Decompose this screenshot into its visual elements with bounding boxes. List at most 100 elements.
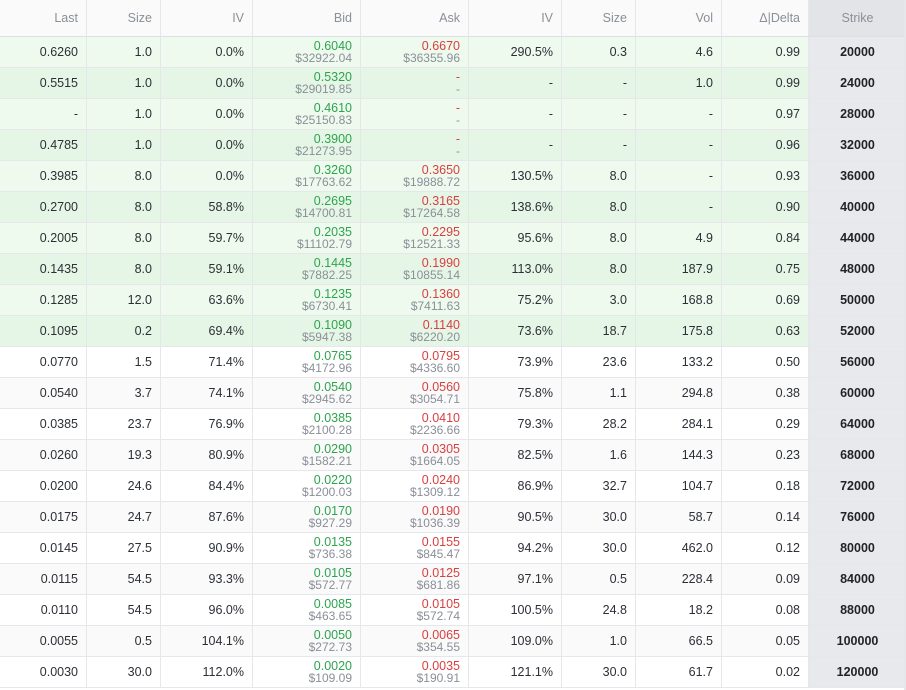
bid-cell[interactable]: 0.0290 $1582.21 (253, 440, 361, 470)
header-ask-iv[interactable]: IV (469, 0, 562, 36)
bid-price[interactable]: 0.5320 (313, 70, 352, 84)
header-bid-size[interactable]: Size (87, 0, 161, 36)
table-row[interactable]: 0.0200 24.6 84.4% 0.0220 $1200.03 0.0240 $1309… (0, 471, 906, 502)
bid-cell[interactable]: 0.3900 $21273.95 (253, 130, 361, 160)
ask-price[interactable]: 0.0240 (421, 473, 460, 487)
ask-cell[interactable]: 0.0155 $845.47 (361, 533, 469, 563)
table-row[interactable]: 0.6260 1.0 0.0% 0.6040 $32922.04 0.6670 $36355… (0, 37, 906, 68)
bid-price[interactable]: 0.1235 (313, 287, 352, 301)
table-row[interactable]: 0.1285 12.0 63.6% 0.1235 $6730.41 0.1360 $7411… (0, 285, 906, 316)
bid-price[interactable]: 0.0085 (313, 597, 352, 611)
ask-price[interactable]: - (455, 132, 460, 146)
header-bid[interactable]: Bid (253, 0, 361, 36)
ask-cell[interactable]: -- (361, 130, 469, 160)
ask-cell[interactable]: 0.0240 $1309.12 (361, 471, 469, 501)
ask-price[interactable]: 0.0190 (421, 504, 460, 518)
ask-cell[interactable]: 0.1360 $7411.63 (361, 285, 469, 315)
ask-cell[interactable]: 0.0105 $572.74 (361, 595, 469, 625)
bid-cell[interactable]: 0.1090 $5947.38 (253, 316, 361, 346)
ask-price[interactable]: 0.3165 (421, 194, 460, 208)
header-strike[interactable]: Strike (809, 0, 906, 36)
bid-cell[interactable]: 0.0540 $2945.62 (253, 378, 361, 408)
table-row[interactable]: 0.0145 27.5 90.9% 0.0135 $736.38 0.0155 $845.4… (0, 533, 906, 564)
bid-price[interactable]: 0.0765 (313, 349, 352, 363)
bid-price[interactable]: 0.2035 (313, 225, 352, 239)
table-row[interactable]: 0.3985 8.0 0.0% 0.3260 $17763.62 0.3650 $19888… (0, 161, 906, 192)
bid-cell[interactable]: 0.0220 $1200.03 (253, 471, 361, 501)
ask-cell[interactable]: 0.3650 $19888.72 (361, 161, 469, 191)
ask-price[interactable]: - (455, 101, 460, 115)
bid-price[interactable]: 0.0135 (313, 535, 352, 549)
ask-cell[interactable]: 0.2295 $12521.33 (361, 223, 469, 253)
table-row[interactable]: 0.0385 23.7 76.9% 0.0385 $2100.28 0.0410 $2236… (0, 409, 906, 440)
ask-cell[interactable]: 0.0125 $681.86 (361, 564, 469, 594)
header-last[interactable]: Last (0, 0, 87, 36)
table-row[interactable]: 0.4785 1.0 0.0% 0.3900 $21273.95- - - - -0.96 320… (0, 130, 906, 161)
ask-price[interactable]: 0.0560 (421, 380, 460, 394)
bid-cell[interactable]: 0.2035 $11102.79 (253, 223, 361, 253)
bid-cell[interactable]: 0.6040 $32922.04 (253, 37, 361, 67)
header-ask-size[interactable]: Size (562, 0, 636, 36)
bid-cell[interactable]: 0.0765 $4172.96 (253, 347, 361, 377)
header-bid-iv[interactable]: IV (161, 0, 253, 36)
bid-cell[interactable]: 0.0050 $272.73 (253, 626, 361, 656)
ask-price[interactable]: 0.0035 (421, 659, 460, 673)
ask-cell[interactable]: 0.0795 $4336.60 (361, 347, 469, 377)
table-row[interactable]: -1.0 0.0% 0.4610 $25150.83- - - - -0.97 28000 (0, 99, 906, 130)
header-delta[interactable]: Δ|Delta (722, 0, 809, 36)
ask-cell[interactable]: 0.0305 $1664.05 (361, 440, 469, 470)
bid-price[interactable]: 0.2695 (313, 194, 352, 208)
ask-cell[interactable]: 0.0035 $190.91 (361, 657, 469, 687)
ask-cell[interactable]: -- (361, 68, 469, 98)
bid-cell[interactable]: 0.3260 $17763.62 (253, 161, 361, 191)
table-row[interactable]: 0.0110 54.5 96.0% 0.0085 $463.65 0.0105 $572.7… (0, 595, 906, 626)
ask-price[interactable]: 0.0105 (421, 597, 460, 611)
ask-price[interactable]: 0.6670 (421, 39, 460, 53)
ask-cell[interactable]: 0.0190 $1036.39 (361, 502, 469, 532)
bid-cell[interactable]: 0.0085 $463.65 (253, 595, 361, 625)
table-row[interactable]: 0.2700 8.0 58.8% 0.2695 $14700.81 0.3165 $1726… (0, 192, 906, 223)
table-row[interactable]: 0.0115 54.5 93.3% 0.0105 $572.77 0.0125 $681.8… (0, 564, 906, 595)
ask-cell[interactable]: 0.0065 $354.55 (361, 626, 469, 656)
bid-cell[interactable]: 0.4610 $25150.83 (253, 99, 361, 129)
ask-cell[interactable]: 0.0410 $2236.66 (361, 409, 469, 439)
bid-price[interactable]: 0.1445 (313, 256, 352, 270)
bid-price[interactable]: 0.1090 (313, 318, 352, 332)
table-row[interactable]: 0.0260 19.3 80.9% 0.0290 $1582.21 0.0305 $1664… (0, 440, 906, 471)
table-row[interactable]: 0.0175 24.7 87.6% 0.0170 $927.29 0.0190 $1036.… (0, 502, 906, 533)
bid-cell[interactable]: 0.0385 $2100.28 (253, 409, 361, 439)
bid-price[interactable]: 0.3900 (313, 132, 352, 146)
bid-cell[interactable]: 0.5320 $29019.85 (253, 68, 361, 98)
bid-cell[interactable]: 0.0020 $109.09 (253, 657, 361, 687)
table-row[interactable]: 0.0770 1.5 71.4% 0.0765 $4172.96 0.0795 $4336.… (0, 347, 906, 378)
ask-cell[interactable]: 0.6670 $36355.96 (361, 37, 469, 67)
bid-price[interactable]: 0.0105 (313, 566, 352, 580)
ask-price[interactable]: 0.1360 (421, 287, 460, 301)
ask-price[interactable]: 0.1140 (422, 318, 460, 332)
bid-cell[interactable]: 0.1235 $6730.41 (253, 285, 361, 315)
ask-price[interactable]: 0.3650 (421, 163, 460, 177)
bid-price[interactable]: 0.3260 (313, 163, 352, 177)
bid-cell[interactable]: 0.0135 $736.38 (253, 533, 361, 563)
ask-cell[interactable]: 0.1990 $10855.14 (361, 254, 469, 284)
bid-price[interactable]: 0.0385 (313, 411, 352, 425)
header-ask[interactable]: Ask (361, 0, 469, 36)
bid-cell[interactable]: 0.2695 $14700.81 (253, 192, 361, 222)
bid-price[interactable]: 0.0220 (313, 473, 352, 487)
ask-cell[interactable]: 0.1140 $6220.20 (361, 316, 469, 346)
ask-cell[interactable]: 0.0560 $3054.71 (361, 378, 469, 408)
table-row[interactable]: 0.1095 0.2 69.4% 0.1090 $5947.38 0.1140 $6220.… (0, 316, 906, 347)
ask-price[interactable]: - (455, 70, 460, 84)
ask-price[interactable]: 0.1990 (421, 256, 460, 270)
ask-price[interactable]: 0.0065 (421, 628, 460, 642)
bid-cell[interactable]: 0.1445 $7882.25 (253, 254, 361, 284)
ask-cell[interactable]: 0.3165 $17264.58 (361, 192, 469, 222)
table-row[interactable]: 0.0540 3.7 74.1% 0.0540 $2945.62 0.0560 $3054.… (0, 378, 906, 409)
ask-cell[interactable]: -- (361, 99, 469, 129)
table-row[interactable]: 0.0055 0.5 104.1% 0.0050 $272.73 0.0065 $354.5… (0, 626, 906, 657)
bid-price[interactable]: 0.0540 (313, 380, 352, 394)
bid-price[interactable]: 0.4610 (313, 101, 352, 115)
table-row[interactable]: 0.0030 30.0 112.0% 0.0020 $109.09 0.0035 $190.… (0, 657, 906, 688)
ask-price[interactable]: 0.0155 (421, 535, 460, 549)
bid-cell[interactable]: 0.0105 $572.77 (253, 564, 361, 594)
